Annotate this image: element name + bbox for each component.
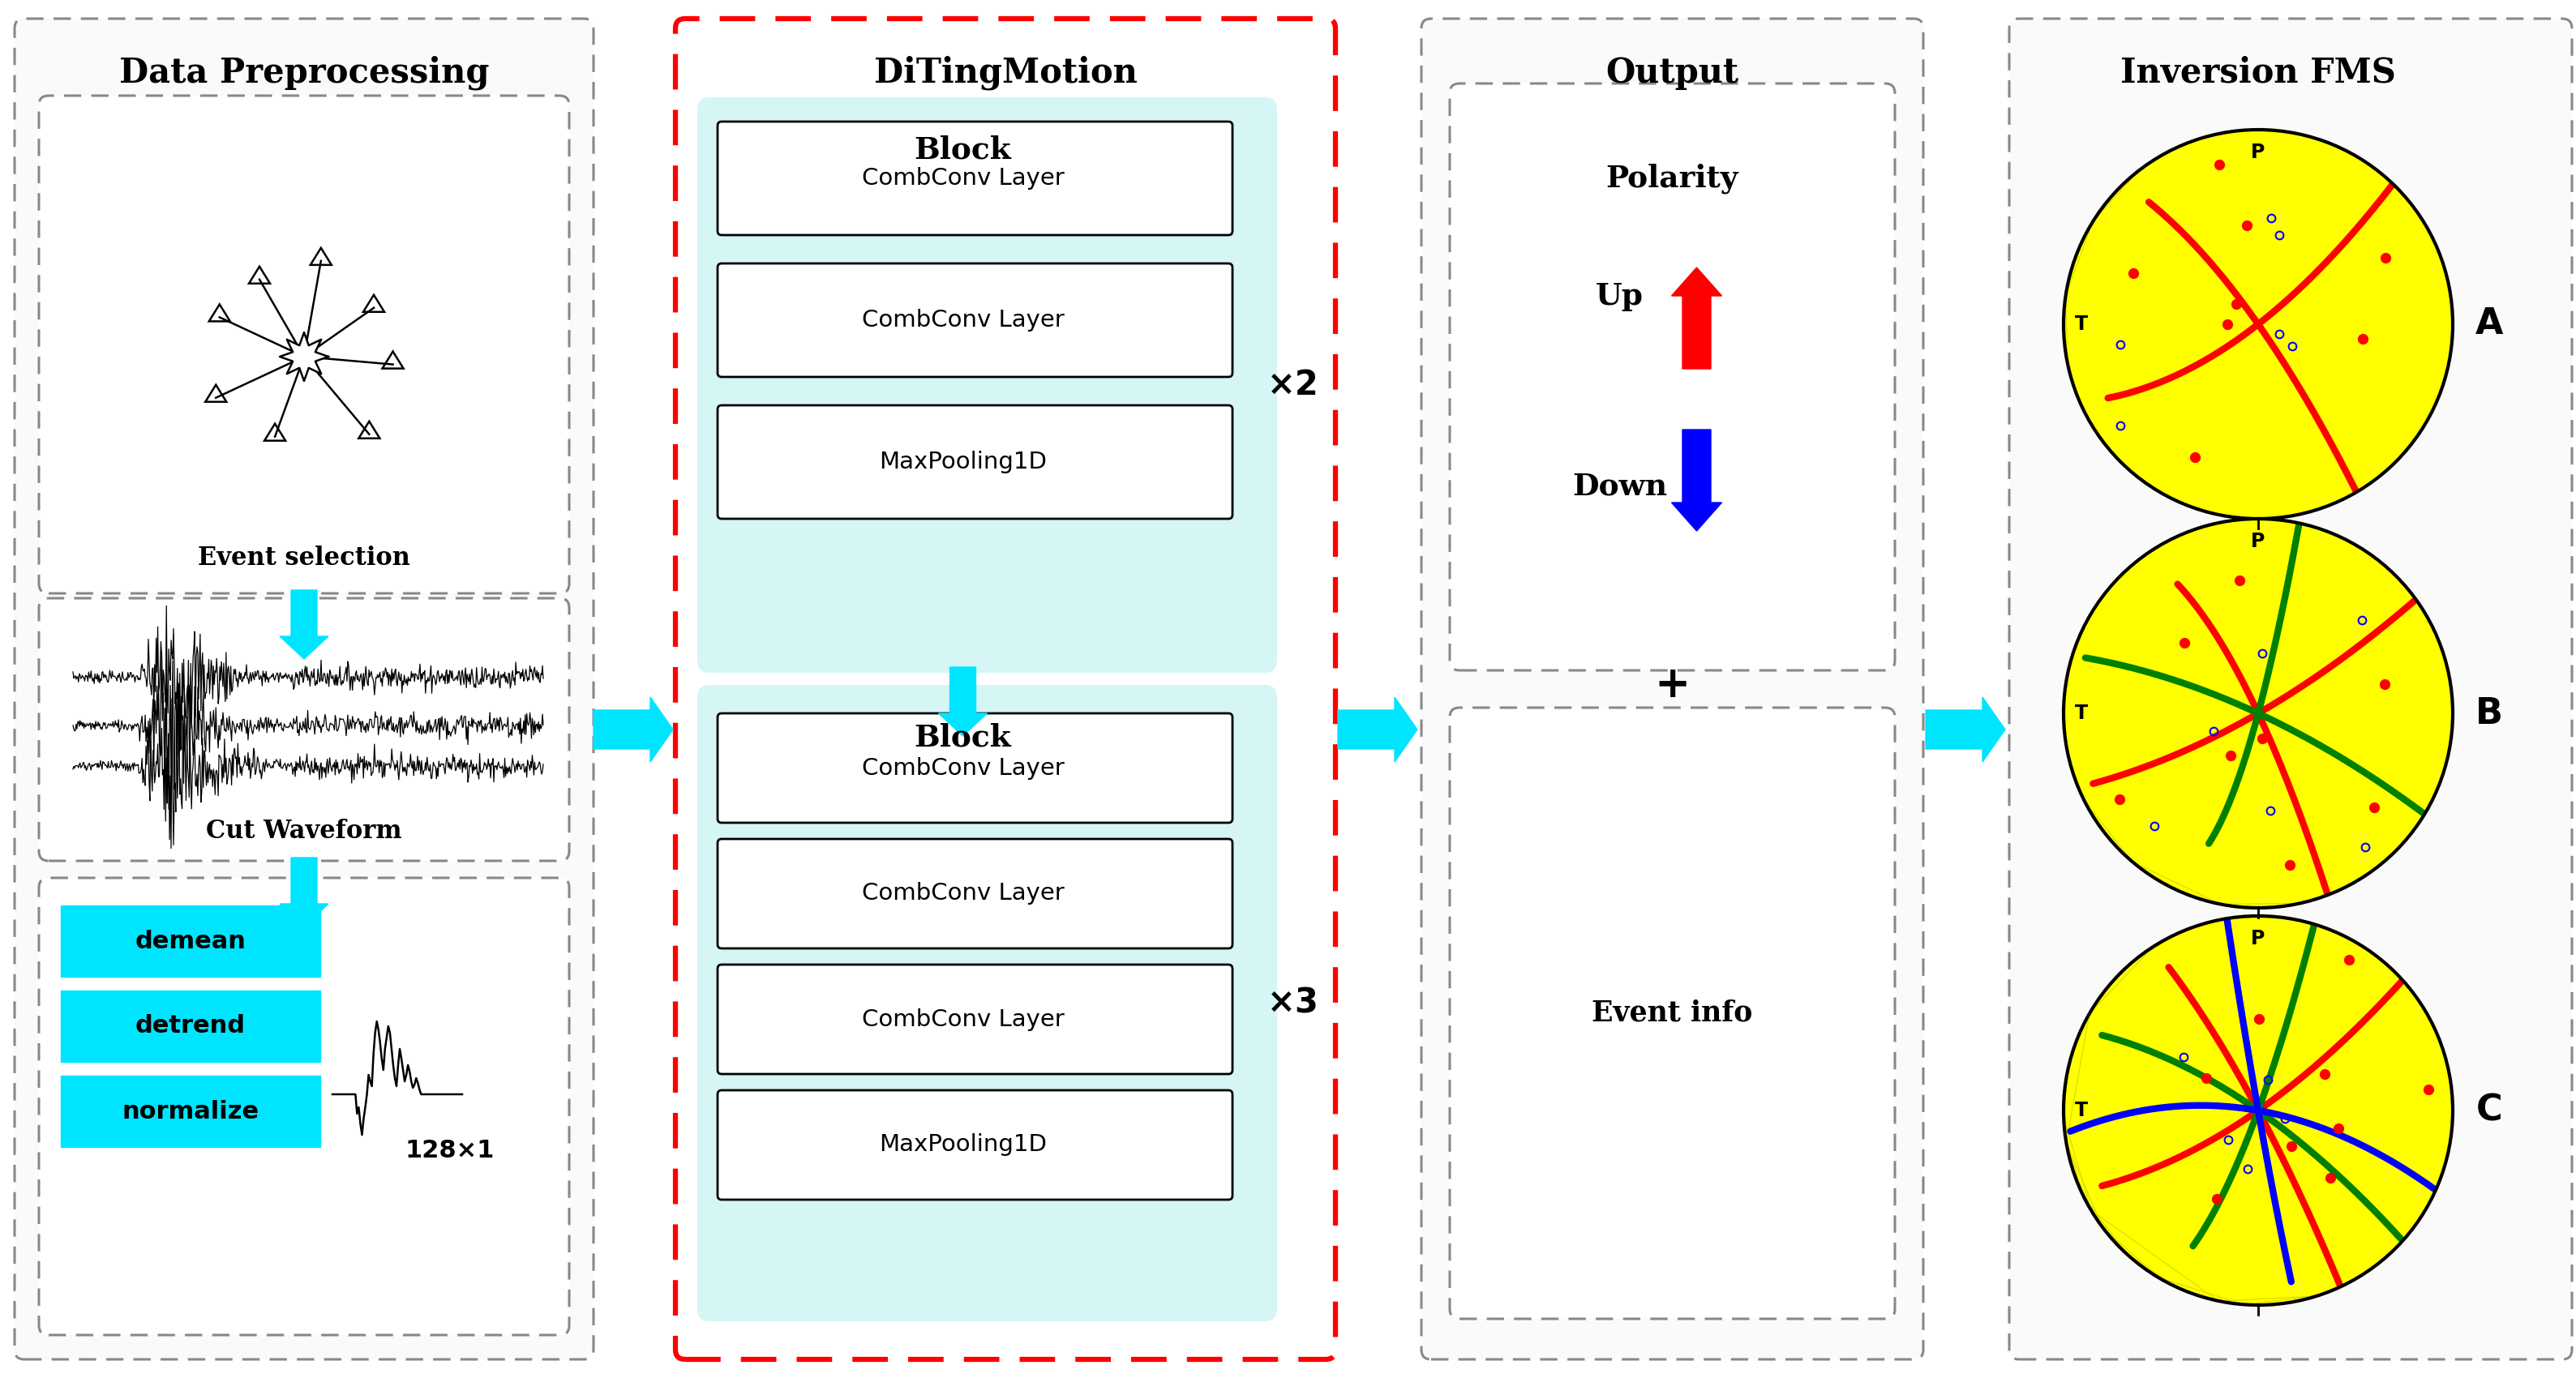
Text: A: A [2476, 307, 2504, 342]
FancyBboxPatch shape [698, 685, 1278, 1322]
FancyArrow shape [281, 590, 327, 659]
Text: Block: Block [914, 722, 1012, 752]
Text: Polarity: Polarity [1605, 163, 1739, 193]
Text: T: T [2074, 1101, 2089, 1120]
FancyBboxPatch shape [719, 263, 1231, 378]
FancyBboxPatch shape [719, 405, 1231, 518]
FancyArrow shape [281, 857, 327, 926]
Circle shape [2063, 518, 2452, 908]
Text: P: P [2251, 532, 2264, 551]
Text: Data Preprocessing: Data Preprocessing [118, 55, 489, 90]
Text: detrend: detrend [137, 1014, 245, 1038]
FancyBboxPatch shape [1422, 19, 1924, 1359]
Text: +: + [1654, 664, 1690, 706]
Text: Cut Waveform: Cut Waveform [206, 819, 402, 843]
FancyBboxPatch shape [719, 839, 1231, 948]
Circle shape [2063, 130, 2452, 518]
Text: P: P [2251, 143, 2264, 163]
FancyBboxPatch shape [675, 19, 1334, 1359]
FancyBboxPatch shape [62, 905, 319, 977]
Text: DiTingMotion: DiTingMotion [873, 55, 1136, 90]
Text: ×3: ×3 [1267, 987, 1319, 1020]
FancyBboxPatch shape [719, 965, 1231, 1073]
Text: T: T [2074, 704, 2089, 723]
FancyArrow shape [1672, 430, 1721, 531]
Text: Event selection: Event selection [198, 546, 410, 570]
FancyBboxPatch shape [15, 19, 592, 1359]
Text: CombConv Layer: CombConv Layer [860, 757, 1064, 780]
FancyBboxPatch shape [39, 878, 569, 1335]
Text: demean: demean [134, 929, 247, 952]
FancyBboxPatch shape [719, 1090, 1231, 1200]
FancyBboxPatch shape [62, 991, 319, 1062]
Text: CombConv Layer: CombConv Layer [860, 309, 1064, 332]
FancyBboxPatch shape [39, 598, 569, 861]
Text: C: C [2476, 1093, 2501, 1129]
FancyBboxPatch shape [719, 714, 1231, 823]
FancyArrow shape [938, 667, 987, 736]
Text: Output: Output [1605, 56, 1739, 90]
Text: ×2: ×2 [1267, 368, 1319, 402]
Text: CombConv Layer: CombConv Layer [860, 1007, 1064, 1031]
Text: normalize: normalize [121, 1100, 260, 1123]
FancyBboxPatch shape [62, 1076, 319, 1146]
FancyBboxPatch shape [2009, 19, 2571, 1359]
FancyBboxPatch shape [719, 121, 1231, 236]
Text: Block: Block [914, 135, 1012, 165]
Polygon shape [281, 332, 327, 380]
Text: B: B [2476, 696, 2504, 730]
FancyArrow shape [1927, 697, 2004, 762]
Text: CombConv Layer: CombConv Layer [860, 882, 1064, 905]
Text: MaxPooling1D: MaxPooling1D [878, 451, 1046, 474]
Text: MaxPooling1D: MaxPooling1D [878, 1134, 1046, 1156]
FancyArrow shape [592, 697, 672, 762]
Text: 128×1: 128×1 [404, 1140, 495, 1163]
Text: Inversion FMS: Inversion FMS [2120, 56, 2396, 90]
Circle shape [2063, 916, 2452, 1305]
FancyBboxPatch shape [1450, 84, 1896, 670]
FancyArrow shape [1672, 267, 1721, 369]
Text: Up: Up [1595, 281, 1643, 311]
FancyBboxPatch shape [1450, 708, 1896, 1319]
Text: Event info: Event info [1592, 999, 1752, 1027]
Text: Down: Down [1571, 471, 1667, 502]
Text: P: P [2251, 929, 2264, 948]
FancyBboxPatch shape [39, 95, 569, 594]
Text: CombConv Layer: CombConv Layer [860, 167, 1064, 190]
Text: T: T [2074, 314, 2089, 333]
FancyArrow shape [1337, 697, 1417, 762]
FancyBboxPatch shape [698, 98, 1278, 672]
